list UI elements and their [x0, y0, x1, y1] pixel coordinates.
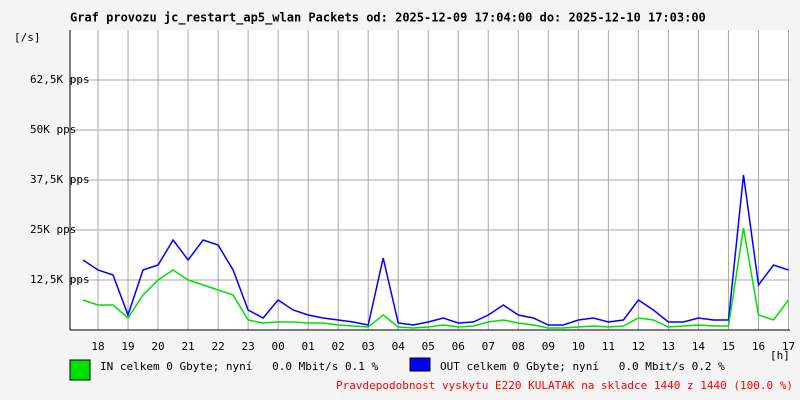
y-tick-label: 25K pps: [30, 223, 76, 236]
legend-label: OUT celkem 0 Gbyte; nyní 0.0 Mbit/s 0.2 …: [440, 360, 725, 373]
x-tick-label: 14: [692, 340, 706, 353]
x-tick-label: 12: [632, 340, 645, 353]
x-tick-label: 20: [151, 340, 164, 353]
legend: OUT celkem 0 Gbyte; nyní 0.0 Mbit/s 0.2 …: [69, 357, 725, 381]
x-tick-label: 11: [602, 340, 615, 353]
x-tick-label: 08: [512, 340, 525, 353]
x-tick-label: 02: [332, 340, 345, 353]
x-tick-label: 15: [722, 340, 735, 353]
x-tick-label: 18: [91, 340, 104, 353]
y-axis-label: [/s]: [14, 31, 41, 44]
x-tick-label: 07: [482, 340, 495, 353]
x-tick-label: 17: [782, 340, 795, 353]
legend-swatch: [69, 359, 91, 381]
lines: [82, 174, 790, 329]
x-tick-label: 01: [302, 340, 315, 353]
series-line: [82, 227, 790, 329]
x-tick-label: 04: [392, 340, 406, 353]
x-tick-label: 21: [181, 340, 194, 353]
x-axis-label: [h]: [770, 349, 790, 362]
x-tick-label: 05: [422, 340, 435, 353]
x-tick-label: 10: [572, 340, 585, 353]
x-tick-label: 13: [662, 340, 675, 353]
x-tick-label: 09: [542, 340, 555, 353]
y-tick-label: 12,5K pps: [30, 273, 90, 286]
x-tick-label: 16: [752, 340, 765, 353]
y-tick-label: 37,5K pps: [30, 173, 90, 186]
legend-swatch: [409, 357, 431, 372]
series-line: [82, 174, 789, 326]
y-tick-label: 50K pps: [30, 123, 76, 136]
x-tick-label: 22: [211, 340, 224, 353]
y-tick-label: 62,5K pps: [30, 73, 90, 86]
footer: Pravdepodobnost vyskytu E220 KULATAK na …: [336, 379, 793, 392]
x-tick-label: 03: [362, 340, 375, 353]
x-tick-label: 00: [272, 340, 285, 353]
chart-title: Graf provozu jc_restart_ap5_wlan Packets…: [70, 11, 706, 26]
x-tick-label: 19: [121, 340, 134, 353]
x-tick-label: 06: [452, 340, 465, 353]
grid: [70, 30, 790, 330]
legend-label: IN celkem 0 Gbyte; nyní 0.0 Mbit/s 0.1 %: [100, 360, 379, 373]
x-tick-label: 23: [241, 340, 254, 353]
